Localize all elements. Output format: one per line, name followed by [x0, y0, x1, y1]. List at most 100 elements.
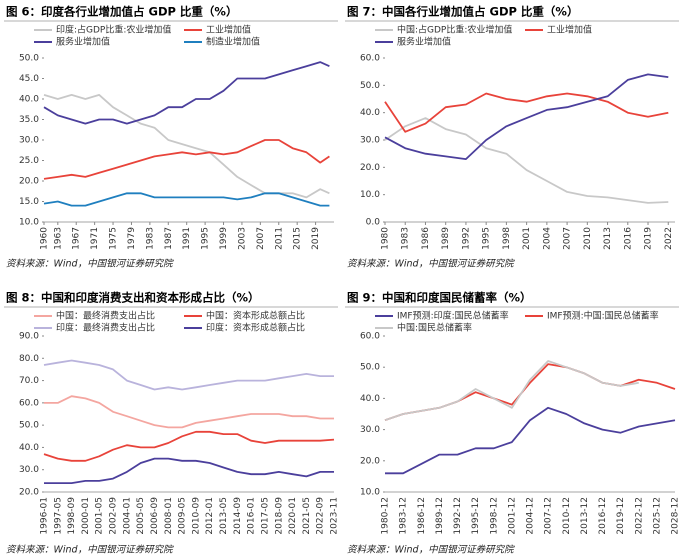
x-tick-label: 2002-09	[109, 497, 119, 535]
y-tick-label: 90.0	[19, 332, 39, 342]
legend-label: 服务业增加值	[56, 36, 110, 48]
x-tick-label: 2004	[542, 227, 552, 250]
source-note: 资料来源：Wind，中国银河证券研究院	[6, 258, 174, 270]
y-tick-label: 60.0	[19, 398, 39, 408]
x-tick-label: 1989-12	[435, 497, 445, 535]
y-tick-label: 20.0	[19, 177, 39, 187]
chart-title: 图 7：中国各行业增加值占 GDP 比重（%）	[347, 5, 578, 19]
legend-label: 服务业增加值	[397, 36, 451, 48]
x-tick-label: 1996-01	[40, 497, 50, 535]
legend-label: 中国:占GDP比重:农业增加值	[397, 24, 512, 36]
x-tick-label: 1991	[182, 227, 192, 250]
x-tick-label: 2007	[256, 227, 266, 250]
x-tick-label: 1980-12	[381, 497, 391, 535]
series-line	[43, 94, 330, 199]
x-tick-label: 2010-09	[191, 497, 201, 535]
x-tick-label: 1995	[482, 227, 492, 250]
y-tick-label: 30.0	[19, 136, 39, 146]
legend-label: 印度：最终消费支出占比	[56, 322, 155, 334]
x-tick-label: 2005-05	[136, 497, 146, 535]
x-tick-label: 1971	[90, 227, 100, 250]
x-tick-label: 2022-09	[316, 497, 326, 535]
series-line	[384, 363, 676, 422]
y-tick-label: 40.0	[360, 394, 380, 404]
y-tick-label: 35.0	[19, 115, 39, 125]
x-tick-label: 1992	[461, 227, 471, 250]
y-tick-label: 30.0	[19, 465, 39, 475]
legend-label: 制造业增加值	[206, 36, 260, 48]
y-tick-label: 40.0	[360, 108, 380, 118]
series-line	[43, 192, 330, 207]
x-tick-label: 1960	[40, 227, 50, 250]
x-tick-label: 1979	[127, 227, 137, 250]
x-tick-label: 2007-12	[544, 497, 554, 535]
x-tick-label: 1967	[72, 227, 82, 250]
x-tick-label: 1999	[219, 227, 229, 250]
x-tick-label: 2015	[293, 227, 303, 250]
x-tick-label: 2000-01	[81, 497, 91, 535]
x-tick-label: 1980	[381, 227, 391, 250]
legend-label: 印度：资本形成总额占比	[206, 322, 305, 334]
y-tick-label: 45.0	[19, 74, 39, 84]
x-tick-label: 1983-12	[399, 497, 409, 535]
x-tick-label: 2017-05	[260, 497, 270, 535]
y-tick-label: 10.0	[360, 488, 380, 498]
y-tick-label: 10.0	[360, 190, 380, 200]
x-tick-label: 2021-05	[302, 497, 312, 535]
series-line	[43, 139, 330, 180]
series-line	[43, 61, 330, 125]
x-tick-label: 2010-12	[562, 497, 572, 535]
x-tick-label: 2022	[664, 227, 674, 250]
series-line	[385, 406, 676, 475]
y-tick-label: 40.0	[19, 95, 39, 105]
x-tick-label: 2019-12	[616, 497, 626, 535]
series-line	[43, 430, 335, 462]
x-tick-label: 2008-01	[164, 497, 174, 535]
x-tick-label: 1998	[502, 227, 512, 250]
legend-label: 中国：资本形成总额占比	[206, 310, 305, 322]
x-tick-label: 2023-11	[330, 497, 340, 535]
y-tick-label: 30.0	[360, 425, 380, 435]
chart-title: 图 8：中国和印度消费支出和资本形成占比（%）	[6, 291, 260, 305]
series-line	[384, 117, 669, 204]
x-tick-label: 1975	[109, 227, 119, 250]
x-tick-label: 2001	[522, 227, 532, 250]
x-tick-label: 1983	[401, 227, 411, 250]
y-tick-label: 70.0	[19, 376, 39, 386]
source-note: 资料来源：Wind，中国银河证券研究院	[347, 544, 515, 556]
y-tick-label: 50.0	[19, 54, 39, 64]
legend-label: 工业增加值	[206, 24, 251, 36]
x-tick-label: 2020-01	[288, 497, 298, 535]
y-tick-label: 50.0	[360, 363, 380, 373]
x-tick-label: 2025-12	[652, 497, 662, 535]
x-tick-label: 1995	[201, 227, 211, 250]
chart-title: 图 9：中国和印度国民储蓄率（%）	[347, 291, 532, 305]
x-tick-label: 2019	[311, 227, 321, 250]
source-note: 资料来源：Wind，中国银河证券研究院	[347, 258, 515, 270]
y-tick-label: 50.0	[19, 421, 39, 431]
legend-label: 中国:国民总储蓄率	[397, 322, 472, 334]
y-tick-label: 25.0	[19, 156, 39, 166]
x-tick-label: 2007	[563, 227, 573, 250]
x-tick-label: 1986-12	[417, 497, 427, 535]
y-tick-label: 30.0	[360, 136, 380, 146]
y-tick-label: 20.0	[360, 456, 380, 466]
legend-label: 工业增加值	[547, 24, 592, 36]
x-tick-label: 2012-01	[205, 497, 215, 535]
x-tick-label: 1989	[441, 227, 451, 250]
y-tick-label: 50.0	[360, 81, 380, 91]
x-tick-label: 2004-12	[526, 497, 536, 535]
x-tick-label: 2001-12	[507, 497, 517, 535]
source-note: 资料来源：Wind，中国银河证券研究院	[6, 544, 174, 556]
x-tick-label: 2009-05	[178, 497, 188, 535]
x-tick-label: 2001-05	[95, 497, 105, 535]
series-line	[384, 360, 639, 422]
x-tick-label: 2019	[644, 227, 654, 250]
legend-label: 中国：最终消费支出占比	[56, 310, 155, 322]
chart-title: 图 6：印度各行业增加值占 GDP 比重（%）	[6, 5, 237, 19]
x-tick-label: 1987	[164, 227, 174, 250]
series-line	[43, 359, 334, 391]
legend-label: IMF预测:中国:国民总储蓄率	[547, 310, 659, 322]
y-tick-label: 10.0	[19, 218, 39, 228]
